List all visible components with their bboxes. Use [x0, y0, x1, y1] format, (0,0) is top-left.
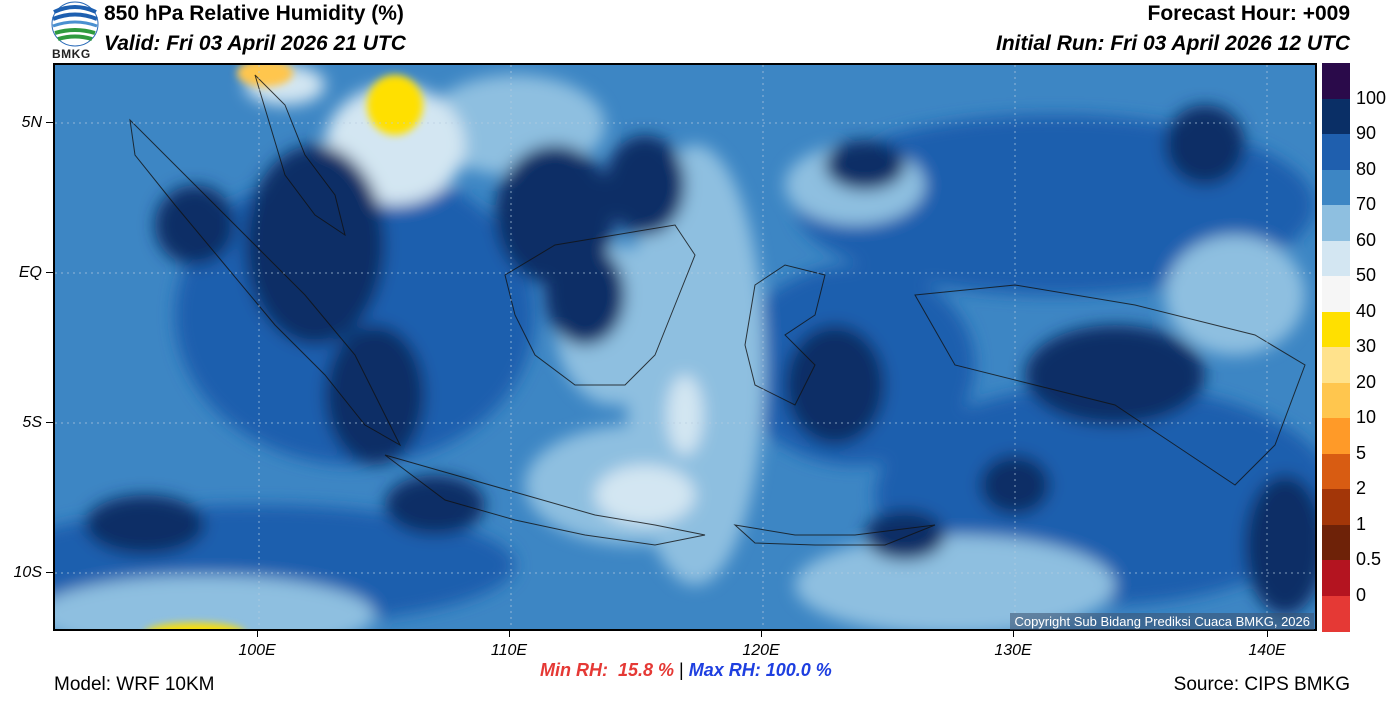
- colorbar-segment: [1322, 311, 1350, 348]
- lon-label: 100E: [238, 642, 276, 659]
- lon-tick: [509, 631, 510, 637]
- colorbar-label: 0: [1356, 584, 1367, 605]
- chart-title: 850 hPa Relative Humidity (%): [104, 2, 404, 25]
- lat-tick: [46, 422, 53, 423]
- colorbar-label: 2: [1356, 478, 1367, 498]
- colorbar-segment: [1322, 453, 1350, 490]
- colorbar-label: 1: [1356, 513, 1367, 534]
- model-label: Model: WRF 10KM: [54, 674, 215, 695]
- colorbar-label: 60: [1356, 229, 1377, 250]
- colorbar-label: 70: [1356, 194, 1377, 214]
- forecast-hour: Forecast Hour: +009: [1147, 2, 1351, 25]
- valid-time: Valid: Fri 03 April 2026 21 UTC: [104, 32, 406, 55]
- min-max-separator: |: [674, 660, 689, 680]
- lon-label: 110E: [490, 642, 528, 659]
- copyright-notice: Copyright Sub Bidang Prediksi Cuaca BMKG…: [1010, 613, 1314, 630]
- min-max-rh: Min RH: 15.8 % | Max RH: 100.0 %: [540, 660, 832, 681]
- colorbar-segment: [1322, 276, 1350, 312]
- max-rh: Max RH: 100.0 %: [688, 660, 832, 680]
- lat-label: EQ: [18, 264, 42, 281]
- colorbar-label: 80: [1356, 158, 1377, 179]
- colorbar-segment: [1322, 63, 1350, 99]
- colorbar-segment: [1322, 134, 1350, 170]
- lon-tick: [257, 631, 258, 637]
- colorbar: [1322, 63, 1350, 632]
- colorbar-segment: [1322, 382, 1350, 419]
- colorbar-segment: [1322, 489, 1350, 525]
- lat-tick: [46, 272, 53, 273]
- colorbar-label: 30: [1356, 336, 1377, 356]
- colorbar-segment: [1322, 205, 1350, 241]
- bmkg-logo-icon: [51, 1, 99, 47]
- colorbar-segment: [1322, 595, 1350, 632]
- colorbar-label: 40: [1356, 300, 1377, 321]
- colorbar-segment: [1322, 98, 1350, 135]
- lon-tick: [1013, 631, 1014, 637]
- initial-run: Initial Run: Fri 03 April 2026 12 UTC: [996, 32, 1350, 55]
- lon-label: 120E: [742, 642, 780, 659]
- lon-tick: [1267, 631, 1268, 637]
- colorbar-segment: [1322, 169, 1350, 206]
- colorbar-label: 20: [1356, 371, 1377, 392]
- colorbar-segment: [1322, 347, 1350, 383]
- lat-label: 10S: [13, 564, 42, 581]
- colorbar-segment: [1322, 524, 1350, 561]
- colorbar-label: 5: [1356, 442, 1367, 463]
- colorbar-label: 10: [1356, 407, 1377, 427]
- min-rh: Min RH: 15.8 %: [540, 660, 675, 680]
- colorbar-segment: [1322, 240, 1350, 277]
- source-label: Source: CIPS BMKG: [1173, 674, 1350, 695]
- colorbar-label: 100: [1356, 87, 1387, 108]
- colorbar-label: 90: [1356, 123, 1377, 143]
- colorbar-label: 50: [1356, 265, 1377, 285]
- lat-label: 5S: [22, 414, 42, 431]
- logo-text: BMKG: [52, 47, 91, 61]
- lon-tick: [761, 631, 762, 637]
- lat-tick: [46, 122, 53, 123]
- colorbar-segment: [1322, 418, 1350, 454]
- colorbar-label: 0.5: [1356, 549, 1382, 569]
- colorbar-segment: [1322, 560, 1350, 596]
- lat-tick: [46, 572, 53, 573]
- lon-label: 130E: [994, 642, 1032, 659]
- humidity-field: [55, 65, 1315, 629]
- humidity-map: [53, 63, 1317, 631]
- lat-label: 5N: [21, 114, 42, 131]
- lon-label: 140E: [1248, 642, 1286, 659]
